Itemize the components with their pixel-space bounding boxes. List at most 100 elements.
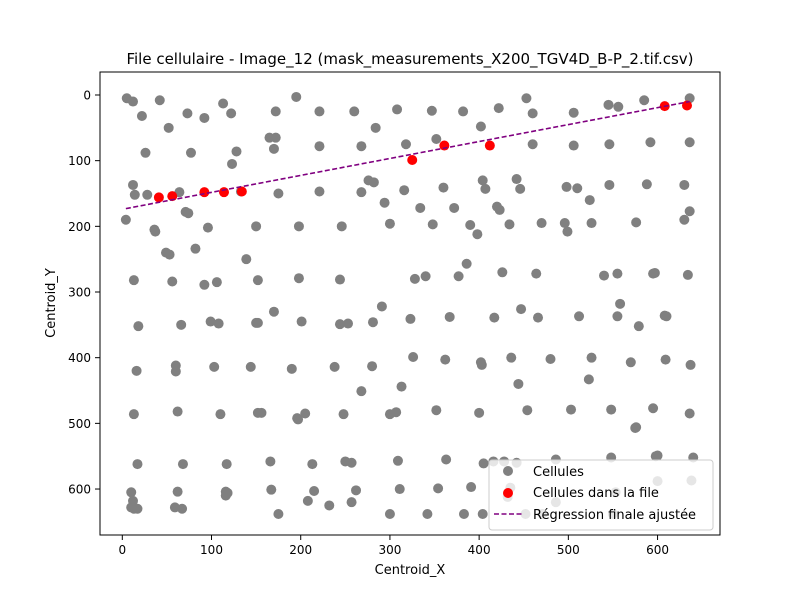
cell-point xyxy=(409,273,420,284)
cell-point xyxy=(422,508,433,519)
cell-point xyxy=(504,219,515,230)
cell-point xyxy=(209,361,220,372)
cell-point xyxy=(379,197,390,208)
file-cell-point xyxy=(236,186,247,197)
cell-point xyxy=(527,139,538,150)
cell-point xyxy=(449,202,460,213)
cell-point xyxy=(211,277,222,288)
cell-point xyxy=(612,268,623,279)
legend-marker-file xyxy=(503,488,513,498)
cell-point xyxy=(270,106,281,117)
cell-point xyxy=(129,189,140,200)
cell-point xyxy=(296,316,307,327)
cell-point xyxy=(163,122,174,133)
cell-point xyxy=(586,218,597,229)
cell-point xyxy=(478,458,489,469)
cell-point xyxy=(392,455,403,466)
cell-point xyxy=(384,218,395,229)
cells-series xyxy=(120,91,699,519)
cell-point xyxy=(405,313,416,324)
cell-point xyxy=(314,186,325,197)
cell-point xyxy=(183,208,194,219)
y-tick-label: 400 xyxy=(68,351,91,365)
cell-point xyxy=(394,484,405,495)
cell-point xyxy=(399,185,410,196)
cell-point xyxy=(221,459,232,470)
cell-point xyxy=(568,140,579,151)
legend: Cellules Cellules dans la file Régressio… xyxy=(488,459,714,531)
cell-point xyxy=(172,486,183,497)
cell-point xyxy=(572,183,583,194)
file-cell-point xyxy=(439,140,450,151)
cell-point xyxy=(338,409,349,420)
x-tick-label: 0 xyxy=(118,543,126,557)
cell-point xyxy=(639,95,650,106)
cell-point xyxy=(584,195,595,206)
cell-point xyxy=(391,407,402,418)
cell-point xyxy=(356,386,367,397)
cell-point xyxy=(120,214,131,225)
cell-point xyxy=(268,306,279,317)
y-tick-label: 300 xyxy=(68,286,91,300)
cell-point xyxy=(440,354,451,365)
cell-point xyxy=(241,254,252,265)
cell-point xyxy=(293,221,304,232)
cell-point xyxy=(489,312,500,323)
cell-point xyxy=(220,490,231,501)
file-cell-point xyxy=(681,100,692,111)
cell-point xyxy=(252,317,263,328)
cell-point xyxy=(302,495,313,506)
cell-point xyxy=(396,381,407,392)
cell-point xyxy=(633,321,644,332)
cell-point xyxy=(368,177,379,188)
file-cell-point xyxy=(153,192,164,203)
cell-point xyxy=(494,204,505,215)
cell-point xyxy=(661,311,672,322)
cell-point xyxy=(641,179,652,190)
cell-point xyxy=(465,220,476,231)
cell-point xyxy=(392,104,403,115)
cell-point xyxy=(128,96,139,107)
cell-point xyxy=(684,206,695,217)
cell-point xyxy=(506,352,517,363)
legend-marker-cells xyxy=(503,466,513,476)
cell-point xyxy=(307,459,318,470)
cell-point xyxy=(384,508,395,519)
cell-point xyxy=(370,122,381,133)
regression-series xyxy=(125,100,690,210)
cell-point xyxy=(513,378,524,389)
cell-point xyxy=(346,457,357,468)
cell-point xyxy=(270,132,281,143)
cell-point xyxy=(252,275,263,286)
cell-point xyxy=(476,359,487,370)
cell-point xyxy=(615,298,626,309)
cell-point xyxy=(630,422,641,433)
x-axis-label: Centroid_X xyxy=(375,563,446,578)
cell-point xyxy=(356,141,367,152)
cell-point xyxy=(154,95,165,106)
cell-point xyxy=(441,454,452,465)
cell-point xyxy=(131,365,142,376)
cell-point xyxy=(493,103,504,114)
cell-point xyxy=(477,508,488,519)
cell-point xyxy=(562,226,573,237)
cell-point xyxy=(431,133,442,144)
cell-point xyxy=(205,316,216,327)
cell-point xyxy=(126,487,137,498)
cell-point xyxy=(300,408,311,419)
y-tick-label: 200 xyxy=(68,220,91,234)
file-cell-point xyxy=(199,187,210,198)
cell-point xyxy=(475,121,486,132)
file-cell-point xyxy=(484,140,495,151)
cell-point xyxy=(415,202,426,213)
cell-point xyxy=(433,483,444,494)
cell-point xyxy=(293,414,304,425)
cell-point xyxy=(645,137,656,148)
cell-point xyxy=(376,301,387,312)
cell-point xyxy=(574,311,585,322)
cell-point xyxy=(185,147,196,158)
cell-point xyxy=(293,273,304,284)
cell-point xyxy=(128,409,139,420)
